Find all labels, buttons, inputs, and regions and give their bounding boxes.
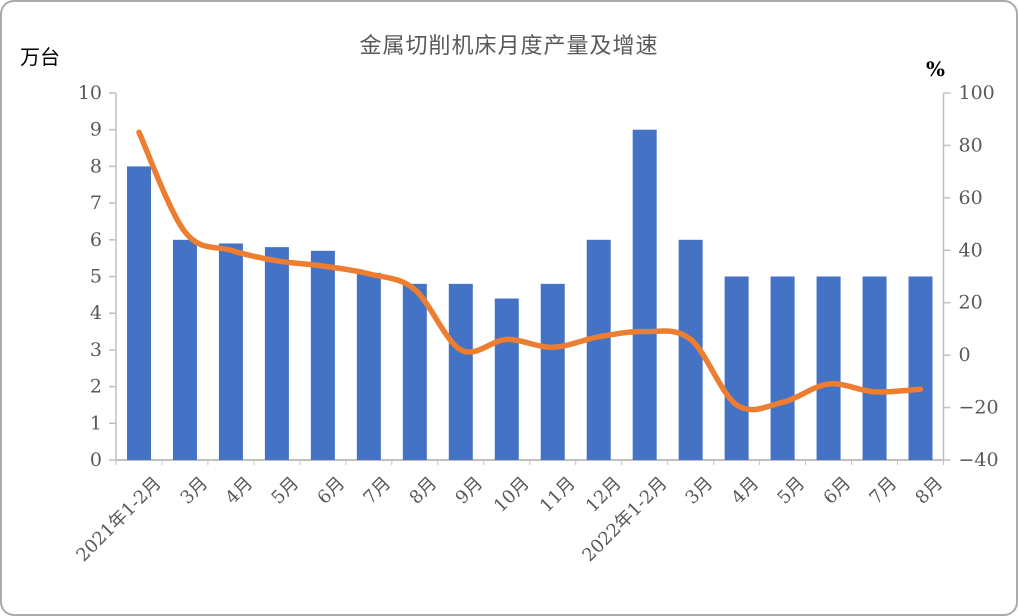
bar: [264, 247, 289, 460]
bar: [908, 276, 933, 460]
bar: [632, 129, 657, 460]
right-axis-tick-label: −40: [959, 449, 999, 471]
left-axis-tick-label: 9: [90, 119, 102, 141]
right-axis-tick-label: 60: [959, 187, 983, 209]
right-axis-tick-label: 100: [959, 82, 995, 104]
right-axis-unit-label: %: [926, 57, 946, 81]
right-axis-tick-label: −20: [959, 397, 999, 419]
bar: [356, 272, 381, 460]
bar: [816, 276, 841, 460]
left-axis-tick-label: 7: [90, 192, 102, 214]
left-axis-tick-label: 0: [90, 449, 102, 471]
bar: [724, 276, 749, 460]
left-axis-tick-label: 3: [90, 339, 102, 361]
right-axis-tick-label: 0: [959, 344, 971, 366]
left-axis-tick-label: 2: [90, 376, 102, 398]
bar: [586, 239, 611, 460]
left-axis-unit-label: 万台: [20, 45, 60, 69]
growth-line: [136, 129, 924, 413]
bar: [172, 239, 197, 460]
bar: [448, 283, 473, 460]
left-axis-tick-label: 1: [90, 412, 102, 434]
chart-title: 金属切削机床月度产量及增速: [359, 34, 659, 59]
left-axis-tick-label: 4: [90, 302, 102, 324]
bar: [770, 276, 795, 460]
bar: [540, 283, 565, 460]
bar: [126, 166, 151, 460]
left-axis-tick-label: 5: [90, 266, 102, 288]
left-axis-tick-label: 8: [90, 155, 102, 177]
bar: [310, 250, 335, 460]
bar: [402, 283, 427, 460]
right-axis-tick-label: 40: [959, 239, 983, 261]
bar: [218, 243, 243, 460]
left-axis-tick-label: 10: [78, 82, 102, 104]
left-axis-tick-label: 6: [90, 229, 102, 251]
right-axis-tick-label: 80: [959, 134, 983, 156]
bar: [494, 298, 519, 460]
bar: [862, 276, 887, 460]
right-axis-tick-label: 20: [959, 292, 983, 314]
